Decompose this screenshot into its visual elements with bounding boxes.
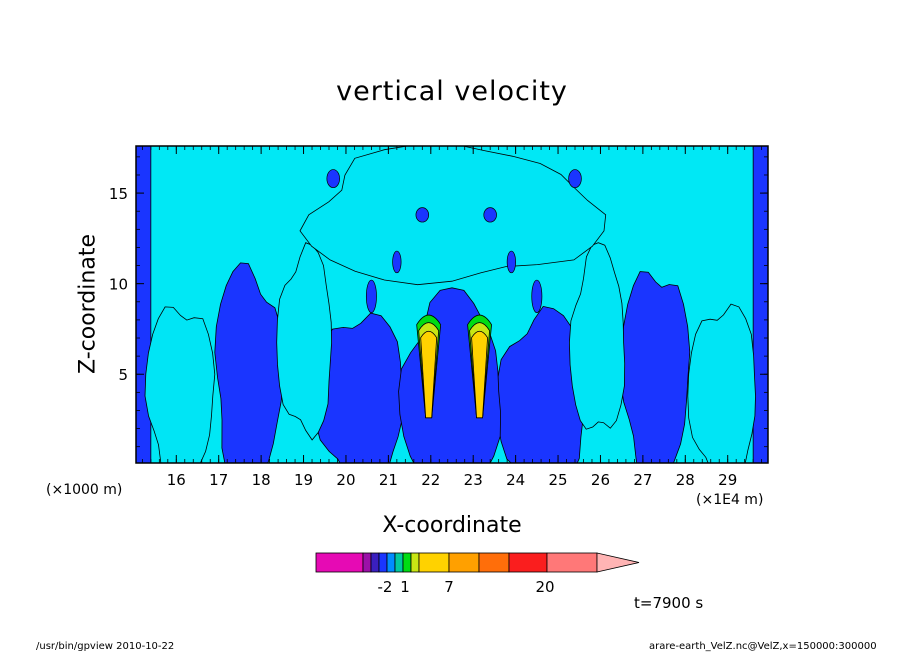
y-tick-label: 15 bbox=[109, 185, 128, 203]
negative-cell bbox=[483, 207, 497, 223]
colorbar-label: 7 bbox=[444, 578, 454, 596]
contour-field bbox=[136, 146, 768, 463]
colorbar-cell bbox=[418, 552, 450, 573]
negative-cell bbox=[392, 250, 402, 274]
x-tick-label: 18 bbox=[252, 471, 271, 489]
negative-cell bbox=[365, 279, 377, 314]
colorbar-label: 20 bbox=[535, 578, 554, 596]
negative-cell bbox=[568, 169, 582, 189]
y-axis-label: Z-coordinate bbox=[75, 234, 101, 374]
colorbar-cell bbox=[410, 552, 420, 573]
x-tick-label: 25 bbox=[548, 471, 567, 489]
negative-cell bbox=[506, 250, 516, 274]
positive-region bbox=[144, 306, 216, 463]
colorbar-cell bbox=[315, 552, 364, 573]
x-axis-unit: (×1E4 m) bbox=[696, 492, 764, 508]
x-tick-label: 19 bbox=[294, 471, 313, 489]
x-tick-label: 20 bbox=[336, 471, 355, 489]
positive-region bbox=[687, 303, 756, 463]
negative-region bbox=[214, 262, 285, 463]
colorbar-arrow bbox=[596, 552, 640, 573]
x-tick-label: 29 bbox=[718, 471, 737, 489]
y-tick-label: 5 bbox=[118, 366, 128, 384]
colorbar-cell bbox=[478, 552, 510, 573]
updraft-core-2 bbox=[471, 330, 488, 419]
x-tick-label: 21 bbox=[379, 471, 398, 489]
negative-cell bbox=[326, 169, 340, 189]
colorbar-cell bbox=[370, 552, 380, 573]
negative-cell bbox=[531, 279, 543, 314]
colorbar-cell bbox=[378, 552, 388, 573]
colorbar-label: 1 bbox=[400, 578, 410, 596]
y-tick-label: 10 bbox=[109, 276, 128, 294]
x-tick-label: 17 bbox=[209, 471, 228, 489]
x-axis-label: X-coordinate bbox=[382, 513, 522, 538]
y-axis-unit: (×1000 m) bbox=[46, 482, 123, 498]
x-tick-label: 27 bbox=[633, 471, 652, 489]
negative-cell bbox=[415, 207, 430, 223]
time-label: t=7900 s bbox=[634, 594, 704, 612]
positive-region bbox=[299, 146, 607, 286]
colorbar-cell bbox=[546, 552, 598, 573]
x-tick-label: 26 bbox=[591, 471, 610, 489]
y-axis: 5 10 15 bbox=[109, 156, 768, 448]
x-tick-label: 24 bbox=[506, 471, 525, 489]
positive-region bbox=[568, 242, 626, 430]
colorbar-cell bbox=[394, 552, 404, 573]
colorbar: -2 1 7 20 bbox=[315, 552, 640, 596]
x-tick-label: 16 bbox=[167, 471, 186, 489]
chart-title: vertical velocity bbox=[336, 76, 568, 107]
colorbar-cell bbox=[386, 552, 396, 573]
colorbar-cell bbox=[448, 552, 480, 573]
colorbar-cell bbox=[362, 552, 372, 573]
footer-right: arare-earth_VelZ.nc@VelZ,x=150000:300000 bbox=[649, 641, 877, 652]
colorbar-label: -2 bbox=[378, 578, 393, 596]
positive-region bbox=[276, 242, 333, 441]
x-axis: 16 17 18 19 20 21 22 23 24 25 26 27 28 29 bbox=[141, 146, 763, 489]
x-tick-label: 28 bbox=[676, 471, 695, 489]
colorbar-cell bbox=[402, 552, 412, 573]
x-tick-label: 23 bbox=[464, 471, 483, 489]
updraft-core-1 bbox=[420, 330, 438, 419]
plot-frame bbox=[135, 145, 769, 464]
colorbar-cell bbox=[508, 552, 548, 573]
x-tick-label: 22 bbox=[421, 471, 440, 489]
footer-left: /usr/bin/gpview 2010-10-22 bbox=[36, 641, 175, 652]
